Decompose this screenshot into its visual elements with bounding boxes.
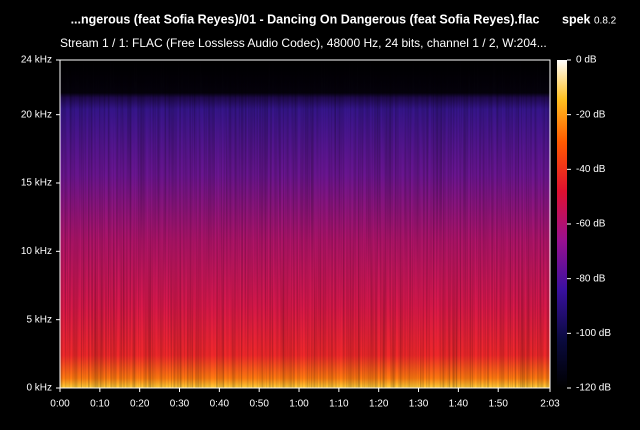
x-tick-label: 0:40: [210, 399, 230, 410]
x-tick-label: 0:20: [130, 399, 150, 410]
x-tick-label: 0:10: [90, 399, 110, 410]
plot-frame: [59, 59, 551, 389]
y-tick-label: 20 kHz: [21, 109, 52, 120]
colorbar-tick-label: -40 dB: [576, 164, 606, 175]
app-version: 0.8.2: [594, 16, 617, 27]
colorbar-tick-label: -100 dB: [576, 328, 611, 339]
colorbar-tick-label: -20 dB: [576, 109, 606, 120]
x-tick-label: 1:50: [488, 399, 508, 410]
y-tick-label: 5 kHz: [26, 314, 52, 325]
colorbar-tick-label: -80 dB: [576, 273, 606, 284]
colorbar-tick-label: 0 dB: [576, 55, 597, 66]
x-tick-label: 1:20: [369, 399, 389, 410]
y-tick-label: 10 kHz: [21, 246, 52, 257]
x-tick-label: 0:50: [249, 399, 269, 410]
x-tick-label: 2:03: [540, 399, 560, 410]
y-tick-label: 15 kHz: [21, 178, 52, 189]
y-tick-label: 0 kHz: [26, 383, 52, 394]
app-name: spek: [562, 12, 591, 26]
stream-info: Stream 1 / 1: FLAC (Free Lossless Audio …: [60, 36, 547, 50]
y-tick-label: 24 kHz: [21, 55, 52, 66]
x-tick-label: 1:30: [409, 399, 429, 410]
colorbar: [557, 60, 567, 388]
spectrogram-texture: [60, 60, 550, 388]
x-tick-label: 1:00: [289, 399, 309, 410]
x-tick-label: 1:40: [449, 399, 469, 410]
x-tick-label: 0:00: [50, 399, 70, 410]
x-tick-label: 1:10: [329, 399, 349, 410]
colorbar-tick-label: -60 dB: [576, 219, 606, 230]
file-title: ...ngerous (feat Sofia Reyes)/01 - Danci…: [71, 12, 540, 26]
colorbar-tick-label: -120 dB: [576, 383, 611, 394]
x-tick-label: 0:30: [170, 399, 190, 410]
